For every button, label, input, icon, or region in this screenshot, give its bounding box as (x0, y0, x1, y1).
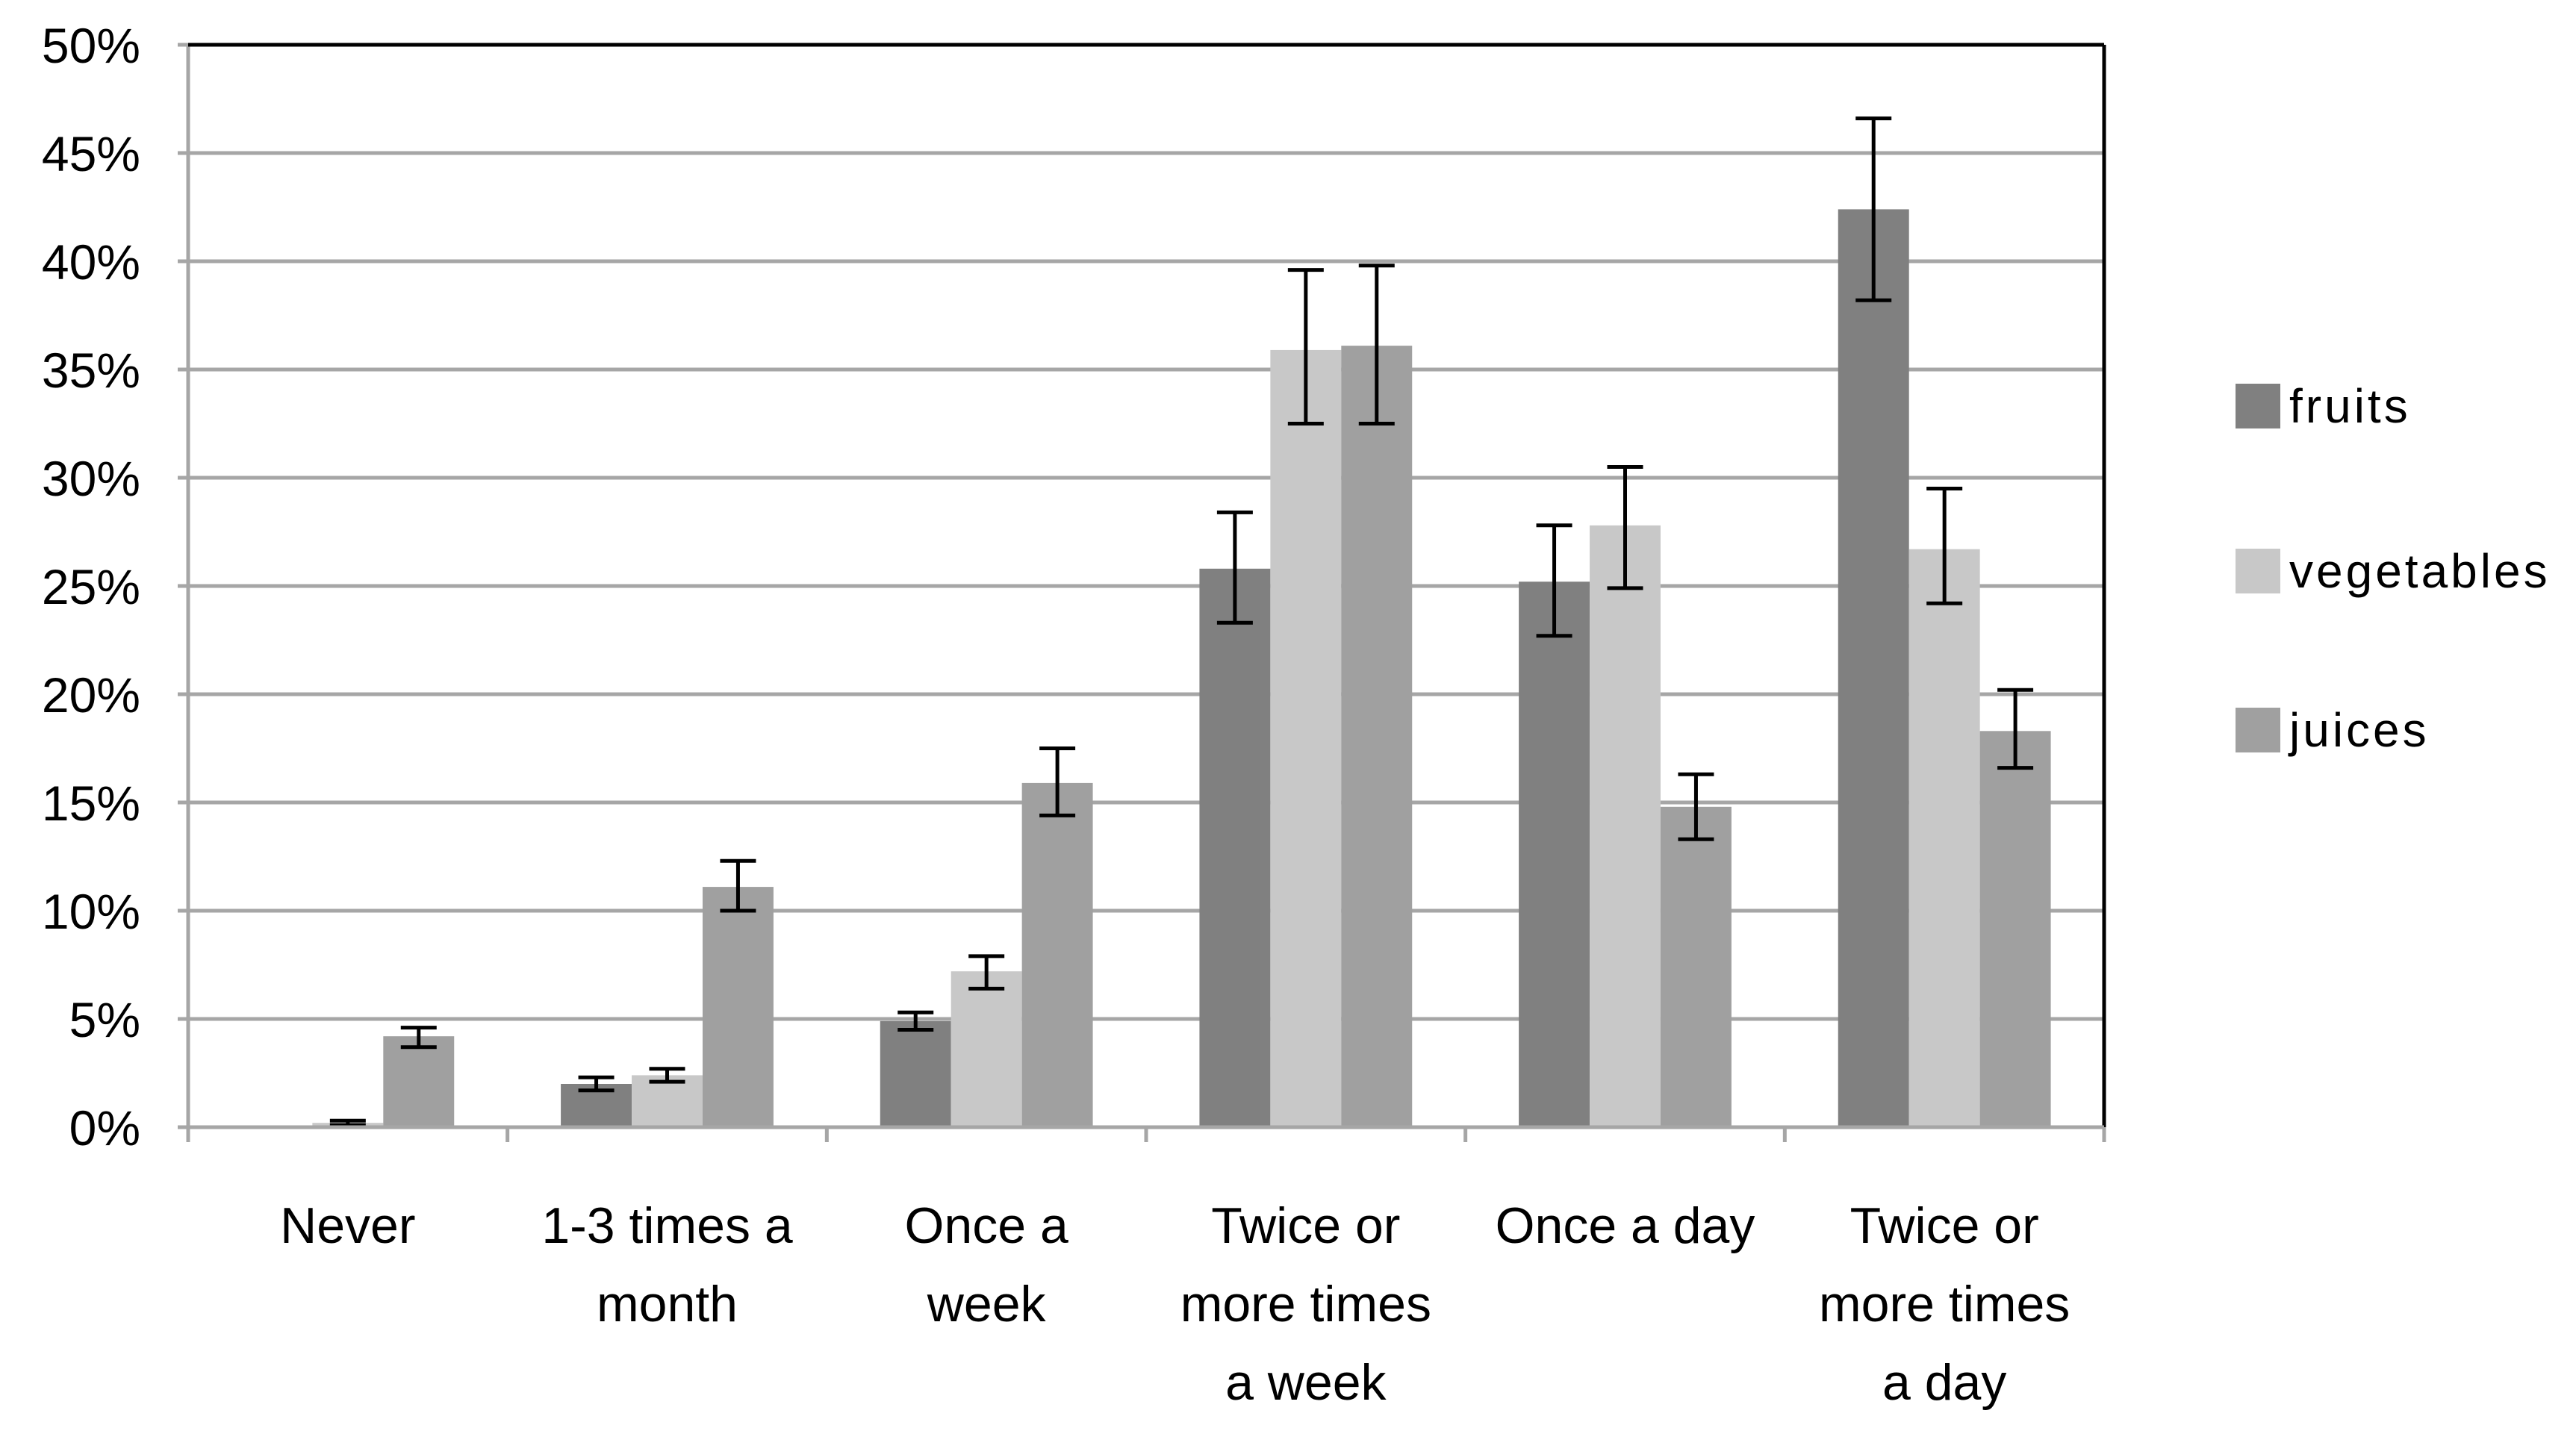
x-category-label-line: more times (1180, 1276, 1431, 1332)
bar-vegetables (951, 971, 1022, 1127)
bar-fruits (880, 1020, 951, 1127)
bar-juices (1979, 731, 2051, 1127)
y-tick-label: 40% (42, 234, 140, 290)
bar-juices (1660, 806, 1732, 1127)
bar-juices (1021, 782, 1093, 1127)
x-category-label-line: Twice or (1211, 1197, 1400, 1254)
axes (178, 43, 2106, 1142)
x-category-label-line: Twice or (1850, 1197, 2039, 1254)
y-tick-label: 15% (42, 776, 140, 831)
bar-juices (702, 887, 774, 1127)
x-category-label-line: Once a (905, 1197, 1068, 1254)
bar-vegetables (632, 1075, 703, 1127)
y-tick-label: 35% (42, 343, 140, 398)
y-tick-label: 20% (42, 667, 140, 723)
bar-fruits (1519, 582, 1590, 1127)
y-tick-label: 0% (69, 1100, 140, 1156)
x-category-label-line: more times (1819, 1276, 2070, 1332)
y-tick-label: 5% (69, 992, 140, 1047)
x-category-label-line: 1-3 times a (541, 1197, 793, 1254)
y-tick-label: 45% (42, 126, 140, 181)
x-category-label: Twice or more times a week (1180, 1197, 1431, 1411)
error-bars-group (258, 116, 2034, 1129)
y-tick-label: 25% (42, 559, 140, 614)
legend: fruits vegetables juices (2236, 379, 2551, 757)
legend-swatch-fruits (2236, 384, 2280, 428)
y-tick-label: 50% (42, 18, 140, 73)
legend-label-juices: juices (2288, 703, 2430, 757)
x-category-label: 1-3 times a month (541, 1197, 793, 1332)
y-axis-tick-labels: 0% 5% 10% 15% 20% 25% 30% 35% 40% 45% 50% (42, 18, 140, 1156)
y-tick-label: 10% (42, 884, 140, 939)
bar-juices (1341, 346, 1413, 1128)
bar-fruits (1199, 568, 1271, 1127)
x-category-label: Once a week (905, 1197, 1068, 1332)
x-category-label: Never (280, 1197, 415, 1254)
bar-fruits (1838, 209, 1909, 1127)
x-category-label-line: month (597, 1276, 738, 1332)
x-category-label-line: a day (1882, 1354, 2006, 1411)
bar-vegetables (1270, 349, 1342, 1127)
legend-label-fruits: fruits (2289, 379, 2411, 433)
bar-vegetables (1908, 549, 1980, 1127)
x-axis-category-labels: Never 1-3 times a month Once a week Twice or m… (280, 1197, 2070, 1411)
x-category-label-line: Once a day (1496, 1197, 1755, 1254)
x-category-label: Twice or more times a day (1819, 1197, 2070, 1411)
legend-label-vegetables: vegetables (2289, 544, 2551, 598)
legend-swatch-vegetables (2236, 549, 2280, 593)
legend-swatch-juices (2236, 708, 2280, 752)
bar-juices (383, 1036, 455, 1127)
x-category-label-line: week (927, 1276, 1047, 1332)
y-tick-label: 30% (42, 451, 140, 506)
x-category-label-line: Never (280, 1197, 415, 1254)
bar-vegetables (1590, 525, 1661, 1127)
bars-group (312, 209, 2051, 1128)
x-category-label-line: a week (1225, 1354, 1387, 1411)
x-category-label: Once a day (1496, 1197, 1755, 1254)
